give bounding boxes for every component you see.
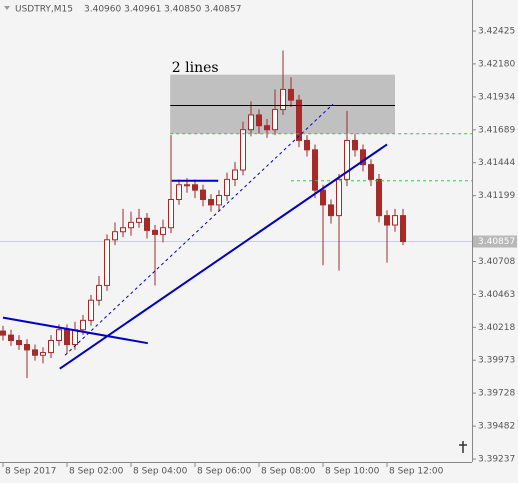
candle-body xyxy=(216,194,222,206)
candle-body xyxy=(328,204,334,217)
x-tick-label: 8 Sep 02:00 xyxy=(69,467,124,477)
candle-body xyxy=(288,88,294,101)
candle-body xyxy=(248,114,254,131)
candle-body xyxy=(32,349,38,356)
y-tick-label: 3.39973 xyxy=(478,356,515,366)
candle-body xyxy=(80,319,86,331)
candle-body xyxy=(48,339,54,354)
candle-body xyxy=(208,199,214,206)
candle-body xyxy=(280,88,286,111)
candle-body xyxy=(296,99,302,141)
x-tick-label: 8 Sep 2017 xyxy=(5,467,56,477)
candle-body xyxy=(360,149,366,166)
candle-body xyxy=(176,184,182,201)
candle-body xyxy=(256,114,262,127)
candle-body xyxy=(96,284,102,301)
candle-body xyxy=(368,164,374,180)
trend-line xyxy=(2,316,148,345)
symbol: USDTRY,M15 xyxy=(15,5,73,15)
candle-body xyxy=(104,239,110,286)
y-tick-label: 3.40463 xyxy=(478,290,515,300)
object-label: 2 lines xyxy=(172,60,219,76)
candle-body xyxy=(336,178,342,217)
y-tick-label: 3.41934 xyxy=(478,92,515,102)
candle-body xyxy=(0,330,6,336)
trend-line xyxy=(64,103,334,356)
candle-body xyxy=(240,129,246,171)
y-tick-label: 3.40218 xyxy=(478,323,515,333)
quote: 3.40960 3.40961 3.40850 3.40857 xyxy=(84,5,241,15)
candle-body xyxy=(24,344,30,351)
y-tick-label: 3.39237 xyxy=(478,455,515,465)
trend-line xyxy=(59,143,388,370)
candle-body xyxy=(8,334,14,341)
y-tick-label: 3.41444 xyxy=(478,158,515,168)
plot: 2 lines xyxy=(0,50,472,379)
x-tick-label: 8 Sep 10:00 xyxy=(325,467,380,477)
candle-body xyxy=(272,109,278,131)
candle-body xyxy=(40,352,46,356)
scroll-icon[interactable] xyxy=(459,441,467,453)
candle-body xyxy=(192,184,198,191)
candle-body xyxy=(128,221,134,229)
candle-body xyxy=(320,189,326,206)
candle-body xyxy=(224,178,230,196)
x-tick-label: 8 Sep 08:00 xyxy=(261,467,316,477)
y-tick-label: 3.39482 xyxy=(478,422,515,432)
menu-arrow[interactable] xyxy=(4,6,10,10)
candle-body xyxy=(344,139,350,180)
candle-body xyxy=(72,329,78,346)
y-tick-label: 3.40708 xyxy=(478,257,515,267)
x-tick-label: 8 Sep 12:00 xyxy=(389,467,444,477)
candle-body xyxy=(144,217,150,231)
candle-body xyxy=(352,139,358,151)
candle-body xyxy=(88,299,94,321)
candle-body xyxy=(376,178,382,217)
candle-body xyxy=(56,329,62,341)
y-tick-label: 3.39728 xyxy=(478,389,515,399)
y-tick-label: 3.41689 xyxy=(478,125,515,135)
current-price-box xyxy=(473,235,517,248)
candle-body xyxy=(304,139,310,151)
candle-body xyxy=(264,125,270,131)
x-tick-label: 8 Sep 06:00 xyxy=(197,467,252,477)
candle-body xyxy=(120,227,126,233)
candle-body xyxy=(136,217,142,223)
y-tick-label: 3.42180 xyxy=(478,59,515,69)
candle-body xyxy=(232,169,238,180)
candle-body xyxy=(392,215,398,226)
candle-body xyxy=(112,231,118,241)
candle-body xyxy=(168,199,174,229)
candle-body xyxy=(184,184,190,187)
y-tick-label: 3.42425 xyxy=(478,27,515,37)
candle-body xyxy=(16,339,22,346)
candle-body xyxy=(312,149,318,191)
y-tick-label: 3.41199 xyxy=(478,191,515,201)
current-price-label: 3.40857 xyxy=(478,237,515,247)
candle-body xyxy=(400,215,406,243)
candle-body xyxy=(200,189,206,201)
candle-body xyxy=(384,215,390,226)
candle-body xyxy=(160,227,166,235)
x-tick-label: 8 Sep 04:00 xyxy=(133,467,188,477)
candle-body xyxy=(64,329,70,346)
candle-body xyxy=(152,229,158,235)
